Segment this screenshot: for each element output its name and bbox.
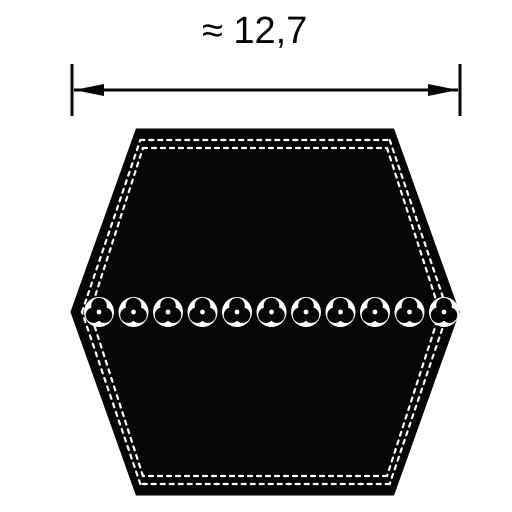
belt-cross-section-diagram	[0, 0, 512, 512]
cord-icon	[291, 297, 321, 327]
cord-icon	[360, 297, 390, 327]
cord-icon	[326, 297, 356, 327]
cord-icon	[188, 297, 218, 327]
cord-icon	[429, 297, 459, 327]
cord-icon	[153, 297, 183, 327]
cord-icon	[222, 297, 252, 327]
cord-icon	[395, 297, 425, 327]
cord-icon	[257, 297, 287, 327]
dimension-label: ≈ 12,7	[202, 10, 307, 53]
cord-icon	[84, 297, 114, 327]
cord-icon	[119, 297, 149, 327]
